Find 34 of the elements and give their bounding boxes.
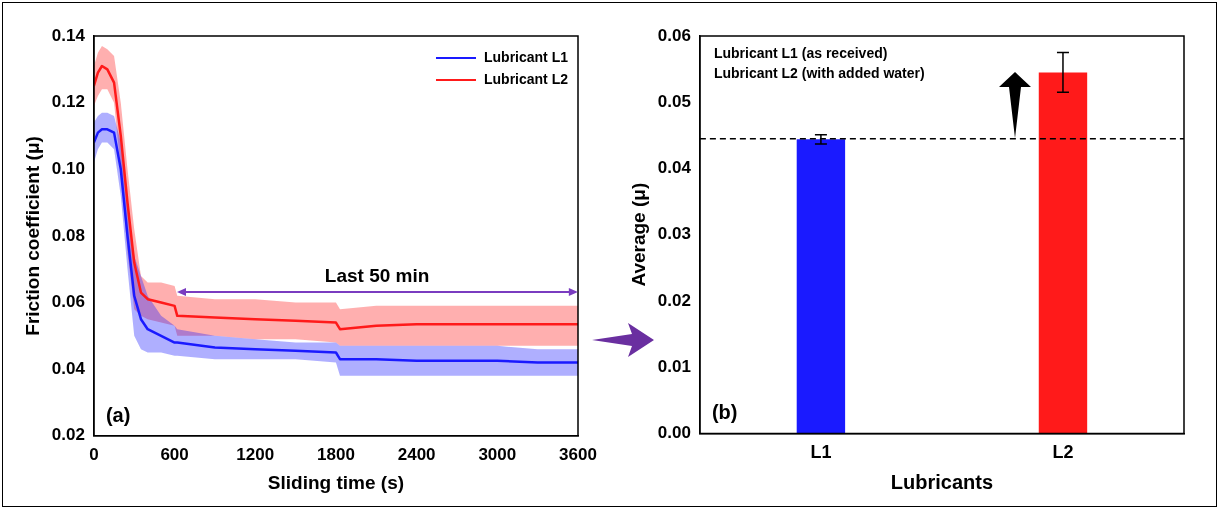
annotation: (a) xyxy=(105,403,131,426)
y-tick-label: 0.05 xyxy=(657,91,691,111)
y-tick-label: 0.06 xyxy=(51,292,85,312)
annotation: (b) xyxy=(711,401,738,424)
x-tick-label: 3000 xyxy=(478,444,517,464)
y-tick-label: 0.08 xyxy=(51,225,85,245)
x-tick-label: 3600 xyxy=(559,444,597,464)
y-tick-label: 0.14 xyxy=(51,25,86,45)
annotation: Lubricant L1 (as received) xyxy=(713,45,888,61)
y-tick-label: 0.02 xyxy=(51,425,85,445)
y-tick-label: 0.03 xyxy=(657,224,691,244)
y-tick-label: 0.04 xyxy=(51,358,86,378)
y-axis-title: Average (μ) xyxy=(627,182,649,287)
x-tick-label: L2 xyxy=(1052,442,1074,463)
x-tick-label: 2400 xyxy=(397,444,436,464)
x-tick-label: L1 xyxy=(810,442,832,463)
x-tick-label: 0 xyxy=(89,444,99,464)
y-tick-label: 0.10 xyxy=(51,158,85,178)
x-axis-title: Sliding time (s) xyxy=(267,471,405,493)
x-tick-label: 1200 xyxy=(236,444,275,464)
annotation: Lubricant L2 (with added water) xyxy=(713,65,925,81)
y-tick-label: 0.12 xyxy=(51,92,85,112)
annotation: Last 50 min xyxy=(324,264,430,286)
y-tick-label: 0.02 xyxy=(657,290,691,310)
y-tick-label: 0.01 xyxy=(657,356,691,376)
legend-label: Lubricant L2 xyxy=(483,70,569,87)
x-tick-label: 600 xyxy=(160,444,189,464)
y-axis-title: Friction coefficient (μ) xyxy=(21,136,43,336)
x-axis-title: Lubricants xyxy=(890,470,994,493)
x-tick-label: 1800 xyxy=(317,444,355,464)
y-tick-label: 0.06 xyxy=(657,25,691,45)
y-tick-label: 0.04 xyxy=(657,158,692,178)
y-tick-label: 0.00 xyxy=(657,423,691,443)
legend-label: Lubricant L1 xyxy=(483,48,569,65)
